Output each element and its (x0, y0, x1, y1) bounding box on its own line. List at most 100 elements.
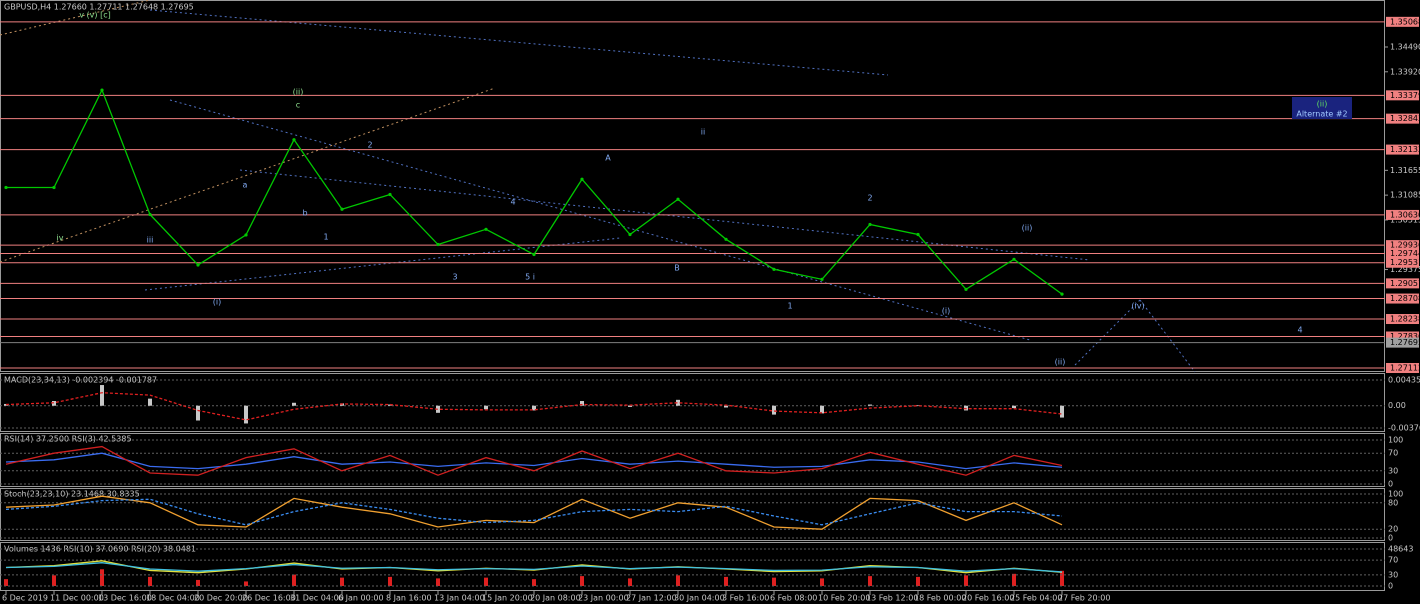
bar (868, 404, 872, 406)
x-tick-label: 13 Feb 12:00 (866, 594, 918, 603)
level-label: 1.29744 (1390, 249, 1420, 258)
level-label: 1.28708 (1390, 294, 1420, 303)
level-tag (1386, 331, 1419, 342)
bar (484, 405, 488, 410)
price-point (916, 232, 920, 237)
x-tick-label: 15 Jan 20:00 (482, 594, 533, 603)
bar (436, 405, 440, 413)
wave-label: iii (147, 236, 154, 245)
x-tick-label: 30 Jan 04:00 (674, 594, 725, 603)
bar (724, 576, 728, 586)
x-tick-label: 18 Dec 04:00 (146, 594, 200, 603)
y-tick-label: 1.30515 (1390, 215, 1420, 224)
bar (532, 405, 536, 411)
bar (52, 401, 56, 406)
level-tag (1386, 278, 1419, 289)
bar (1012, 405, 1016, 409)
bar (292, 402, 296, 406)
bar (1060, 405, 1064, 418)
bar (820, 405, 824, 414)
indicator-line (5, 498, 1063, 526)
x-tick-label: 3 Feb 16:00 (722, 594, 769, 603)
wave-label: B (674, 264, 680, 273)
trendline (169, 99, 1031, 341)
level-label: 1.27836 (1390, 332, 1420, 341)
trendline (1074, 299, 1141, 366)
price-point (532, 252, 536, 257)
y-tick-label: 100 (1388, 436, 1403, 445)
bar (388, 404, 392, 406)
bar (100, 385, 104, 406)
y-tick-label: 1.29375 (1390, 265, 1420, 274)
bar (292, 574, 296, 586)
macd-frame (0, 373, 1385, 432)
bar (724, 405, 728, 408)
wave-label: 4 (510, 198, 515, 207)
x-tick-label: 25 Feb 04:00 (1010, 594, 1062, 603)
level-label: 1.29057 (1390, 279, 1420, 288)
y-tick-label: 100 (1388, 490, 1403, 499)
y-tick-label: 80 (1388, 498, 1398, 507)
price-point (868, 222, 872, 227)
x-tick-label: 20 Feb 16:00 (962, 594, 1014, 603)
y2-tick-label: 0 (1388, 582, 1393, 591)
price-point (4, 185, 8, 190)
bar (436, 578, 440, 586)
wave-label: a (243, 181, 248, 190)
alternate-wave: (ii) (1317, 100, 1328, 109)
level-label: 1.33379 (1390, 91, 1420, 100)
x-tick-label: 10 Feb 20:00 (818, 594, 870, 603)
bar (772, 405, 776, 415)
price-point (52, 185, 56, 190)
bar (148, 398, 152, 406)
bar (628, 405, 632, 407)
wave-label: (ii) (1022, 224, 1033, 233)
bar (820, 578, 824, 586)
bar (916, 576, 920, 586)
trendline (149, 9, 889, 76)
y-tick-label: 0 (1388, 534, 1393, 543)
price-point (100, 88, 104, 92)
bar (1060, 570, 1064, 586)
bar (388, 576, 392, 586)
wave-label: (iv) (1131, 302, 1144, 311)
x-tick-label: 6 Jan 00:00 (338, 594, 384, 603)
price-point (244, 233, 248, 237)
y-tick-label: 0 (1388, 480, 1393, 489)
price-point (772, 267, 776, 271)
x-tick-label: 27 Feb 20:00 (1058, 594, 1110, 603)
bar (244, 405, 248, 424)
level-tag (1386, 257, 1419, 268)
y-tick-label: 1.31085 (1390, 191, 1420, 200)
wave-label: (ii) (1055, 358, 1066, 367)
level-label: 1.27112 (1390, 363, 1420, 372)
channel (0, 0, 496, 263)
y-tick-label: 30 (1388, 466, 1398, 475)
level-label: 1.29936 (1390, 241, 1420, 250)
wave-label: 1 (787, 302, 792, 311)
wave-label: 2 (867, 194, 872, 203)
wave-label: 2 (367, 141, 372, 150)
level-tag (1386, 144, 1419, 155)
level-label: 1.28238 (1390, 315, 1420, 324)
price-point (484, 227, 488, 231)
wave-label: iv (57, 234, 64, 243)
price-point (964, 287, 968, 291)
x-tick-label: 26 Dec 16:00 (242, 594, 296, 603)
bar (196, 405, 200, 421)
level-tag (1386, 113, 1419, 124)
level-label: 1.29531 (1390, 258, 1420, 267)
price-point (724, 237, 728, 241)
wave-label: b (302, 209, 307, 218)
alternate-box (1292, 97, 1352, 119)
level-label: 1.35068 (1390, 17, 1420, 26)
bar (580, 576, 584, 586)
bar (484, 577, 488, 586)
panel-title: Stoch(23,23,10) 23.1468 30.8335 (4, 490, 140, 499)
level-tag (1386, 16, 1419, 27)
rsi-frame (0, 433, 1385, 487)
x-tick-label: 27 Jan 12:00 (626, 594, 677, 603)
y-tick-label: 48643 (1388, 545, 1413, 554)
price-point (292, 138, 296, 142)
x-tick-label: 6 Feb 08:00 (770, 594, 817, 603)
